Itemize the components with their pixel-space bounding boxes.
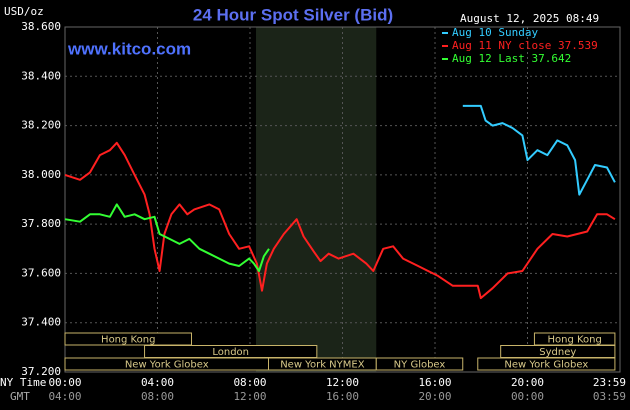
session-label: London: [212, 347, 249, 358]
session-label: NY Globex: [394, 360, 446, 371]
session-label: Sydney: [539, 347, 576, 358]
gmt-tick-label: 03:59: [593, 390, 626, 403]
x-row2-label: GMT: [10, 390, 30, 403]
series-line: [462, 104, 616, 196]
gmt-tick-label: 04:00: [48, 390, 81, 403]
session-label: New York Globex: [125, 360, 209, 371]
x-tick-label: 08:00: [233, 376, 266, 389]
session-bar: [375, 357, 464, 371]
series-line: [64, 203, 270, 272]
x-tick-label: 00:00: [48, 376, 81, 389]
legend-label: Aug 11 NY close 37.539: [452, 39, 598, 52]
legend-label: Aug 12 Last 37.642: [452, 52, 571, 65]
y-tick-label: 37.400: [21, 316, 61, 329]
x-tick-label: 04:00: [141, 376, 174, 389]
y-tick-label: 38.600: [21, 20, 61, 33]
session-label: Hong Kong: [547, 335, 601, 346]
gmt-tick-label: 12:00: [233, 390, 266, 403]
x-tick-label: 16:00: [418, 376, 451, 389]
gmt-tick-label: 08:00: [141, 390, 174, 403]
gmt-tick-label: 20:00: [418, 390, 451, 403]
session-label: New York Globex: [504, 360, 588, 371]
session-bar: [477, 357, 616, 371]
source-url: www.kitco.com: [67, 39, 191, 58]
x-tick-label: 20:00: [511, 376, 544, 389]
chart-title: 24 Hour Spot Silver (Bid): [193, 5, 393, 24]
x-row-label: NY Time: [0, 376, 46, 389]
y-unit: USD/oz: [4, 5, 44, 18]
y-tick-label: 38.400: [21, 69, 61, 82]
y-tick-label: 37.200: [21, 365, 61, 378]
session-label: New York NYMEX: [280, 360, 365, 371]
x-tick-label: 23:59: [593, 376, 626, 389]
gmt-tick-label: 16:00: [326, 390, 359, 403]
y-tick-label: 38.200: [21, 119, 61, 132]
shaded-range: [256, 27, 377, 372]
session-label: Hong Kong: [101, 335, 155, 346]
session-bar: [64, 332, 192, 346]
y-tick-label: 37.600: [21, 266, 61, 279]
y-tick-label: 38.000: [21, 168, 61, 181]
y-tick-label: 37.800: [21, 217, 61, 230]
gmt-tick-label: 00:00: [511, 390, 544, 403]
timestamp: August 12, 2025 08:49: [460, 12, 599, 25]
x-tick-label: 12:00: [326, 376, 359, 389]
legend-label: Aug 10 Sunday: [452, 26, 538, 39]
plot-frame: [64, 26, 621, 373]
series-line: [64, 141, 616, 300]
